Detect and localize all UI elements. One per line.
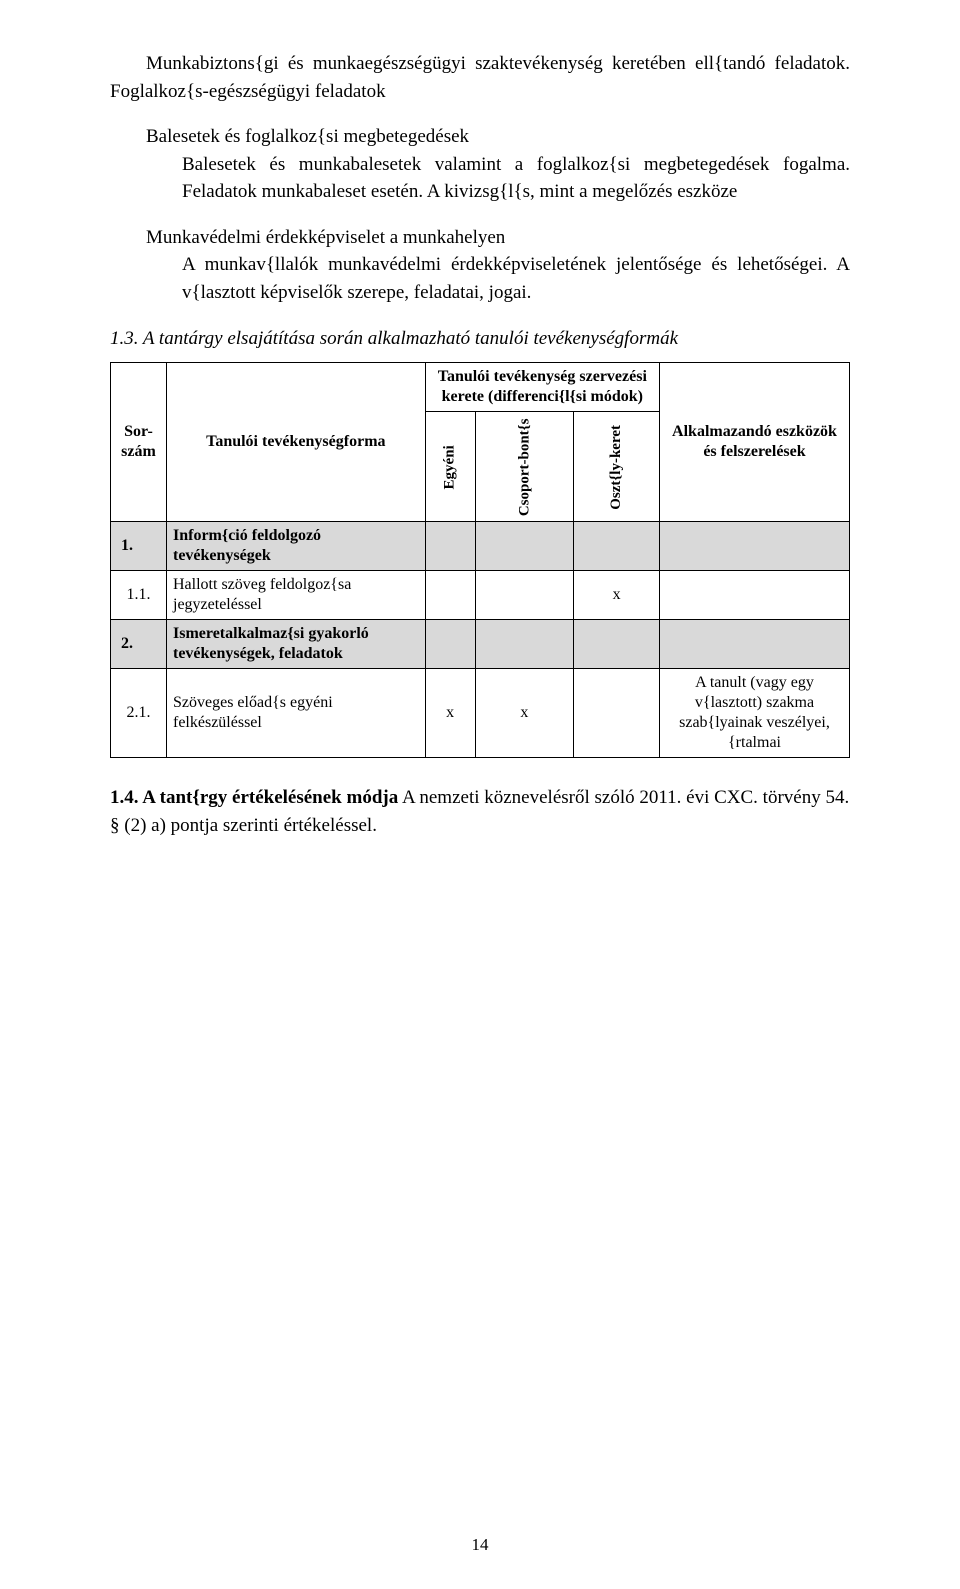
table-header: Sor-szám Tanulói tevékenységforma Tanuló… [111, 363, 850, 522]
table-row: 2.Ismeretalkalmaz{si gyakorló tevékenysé… [111, 620, 850, 669]
header-osztaly: Oszt{ly-keret [574, 412, 660, 522]
cell-forma: Ismeretalkalmaz{si gyakorló tevékenysége… [167, 620, 426, 669]
cell-forma: Hallott szöveg feldolgoz{sa jegyzeteléss… [167, 571, 426, 620]
paragraph-2-body: Balesetek és munkabalesetek valamint a f… [110, 151, 850, 206]
cell-alk [660, 620, 850, 669]
header-alk: Alkalmazandó eszközök és felszerelések [660, 363, 850, 522]
cell-num: 2.1. [111, 669, 167, 758]
cell-egyeni [425, 522, 475, 571]
cell-egyeni [425, 571, 475, 620]
cell-osztaly: x [574, 571, 660, 620]
header-csoport: Csoport-bont{s [475, 412, 574, 522]
table-row: 2.1.Szöveges előad{s egyéni felkészüléss… [111, 669, 850, 758]
section-1-4-title: 1.4. A tant{rgy értékelésének módja [110, 787, 398, 808]
cell-csoport: x [475, 669, 574, 758]
cell-forma: Szöveges előad{s egyéni felkészüléssel [167, 669, 426, 758]
cell-osztaly [574, 620, 660, 669]
cell-forma: Inform{ció feldolgozó tevékenységek [167, 522, 426, 571]
cell-alk [660, 571, 850, 620]
cell-num: 2. [111, 620, 167, 669]
paragraph-2-heading: Balesetek és foglalkoz{si megbetegedések [110, 123, 850, 151]
cell-csoport [475, 620, 574, 669]
cell-alk [660, 522, 850, 571]
header-egyeni-label: Egyéni [441, 445, 460, 489]
paragraph-3-heading: Munkavédelmi érdekképviselet a munkahely… [110, 224, 850, 252]
header-forma: Tanulói tevékenységforma [167, 363, 426, 522]
header-csoport-label: Csoport-bont{s [515, 418, 534, 516]
paragraph-intro-1: Munkabiztons{gi és munkaegészségügyi sza… [110, 50, 850, 105]
paragraph-3-body: A munkav{llalók munkavédelmi érdekképvis… [110, 251, 850, 306]
header-sorszam: Sor-szám [111, 363, 167, 522]
cell-num: 1.1. [111, 571, 167, 620]
table-row: 1.1.Hallott szöveg feldolgoz{sa jegyzete… [111, 571, 850, 620]
table-body: 1.Inform{ció feldolgozó tevékenységek1.1… [111, 522, 850, 758]
cell-osztaly [574, 669, 660, 758]
page-container: Munkabiztons{gi és munkaegészségügyi sza… [0, 0, 960, 1589]
section-1-3-heading: 1.3. A tantárgy elsajátítása során alkal… [110, 328, 850, 350]
activity-table: Sor-szám Tanulói tevékenységforma Tanuló… [110, 362, 850, 758]
cell-osztaly [574, 522, 660, 571]
header-diff: Tanulói tevékenység szervezési kerete (d… [425, 363, 659, 412]
header-egyeni: Egyéni [425, 412, 475, 522]
cell-num: 1. [111, 522, 167, 571]
cell-egyeni: x [425, 669, 475, 758]
section-1-4: 1.4. A tant{rgy értékelésének módja A ne… [110, 784, 850, 839]
page-number: 14 [0, 1535, 960, 1555]
header-osztaly-label: Oszt{ly-keret [607, 425, 626, 510]
cell-csoport [475, 522, 574, 571]
cell-csoport [475, 571, 574, 620]
cell-egyeni [425, 620, 475, 669]
cell-alk: A tanult (vagy egy v{lasztott) szakma sz… [660, 669, 850, 758]
table-row: 1.Inform{ció feldolgozó tevékenységek [111, 522, 850, 571]
